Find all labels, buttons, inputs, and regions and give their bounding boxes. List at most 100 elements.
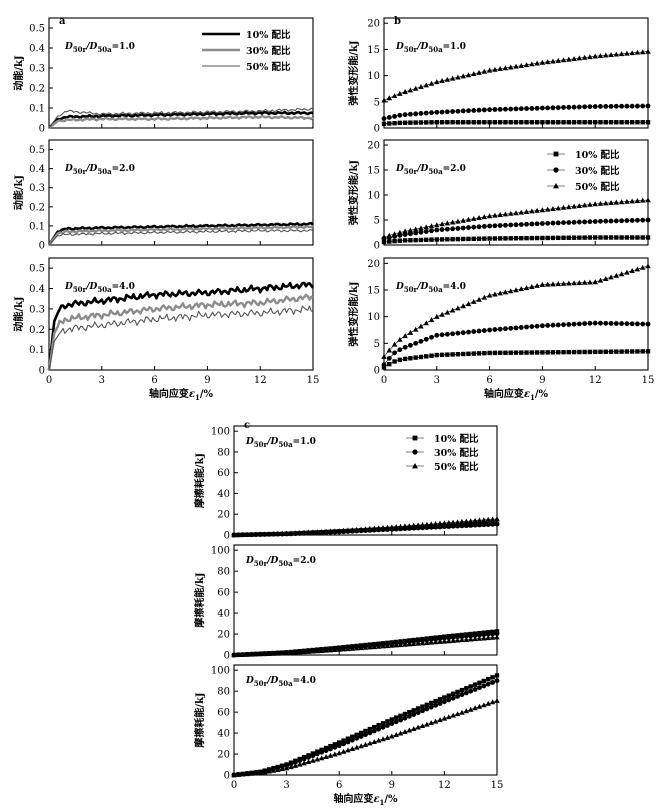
marker-triangle [544, 281, 551, 287]
ratio-part: =4.0 [112, 282, 135, 292]
marker-square [471, 120, 476, 125]
marker-circle [460, 330, 466, 336]
ratio-annotation: D50r/D50a=4.0 [395, 282, 466, 294]
marker-circle [508, 222, 514, 228]
marker-circle [481, 522, 487, 528]
marker-circle [566, 220, 572, 225]
marker-triangle [240, 651, 246, 657]
marker-triangle [406, 523, 413, 529]
marker-triangle [634, 49, 641, 55]
panel-letter-a: a [59, 16, 66, 27]
marker-triangle [486, 213, 493, 219]
x-tick-label: 9 [539, 375, 545, 386]
marker-circle [354, 735, 360, 741]
ratio-annotation: D50r/D50a=4.0 [245, 676, 316, 688]
x-tick-label: 15 [491, 780, 504, 791]
marker-circle [466, 108, 471, 114]
marker-triangle [318, 755, 325, 761]
marker-triangle [235, 532, 242, 538]
marker-circle [555, 105, 561, 111]
marker-circle [485, 681, 491, 687]
y-tick-label: 0.3 [29, 304, 45, 315]
marker-circle [450, 635, 456, 640]
marker-square [413, 120, 418, 125]
ratio-annotation: D50r/D50a=1.0 [64, 42, 135, 54]
marker-circle [468, 633, 474, 639]
ratio-subscript: 50a [278, 679, 293, 688]
y-tick-label: 5 [374, 97, 380, 108]
marker-circle [608, 218, 614, 224]
marker-triangle [476, 635, 483, 641]
marker-square [545, 350, 550, 355]
x-tick-label: 6 [486, 375, 492, 386]
marker-circle [323, 748, 329, 754]
marker-circle [608, 320, 614, 326]
series-line-b-3-3 [383, 265, 649, 357]
marker-triangle [349, 645, 356, 651]
marker-triangle [305, 759, 312, 765]
y-tick-label: 15 [367, 166, 380, 177]
marker-triangle [371, 644, 378, 650]
marker-triangle [587, 279, 593, 285]
marker-triangle [437, 638, 443, 644]
marker-triangle [402, 333, 408, 339]
marker-triangle [639, 197, 646, 203]
legend-label: 50% 配比 [246, 61, 291, 73]
marker-triangle [481, 68, 488, 74]
marker-triangle [419, 522, 426, 527]
y-tick-label: 0.2 [29, 84, 45, 95]
ratio-part: / [266, 437, 272, 447]
marker-circle [463, 690, 469, 696]
marker-square [424, 702, 430, 708]
marker-square [429, 237, 434, 242]
marker-circle [603, 320, 609, 326]
marker-circle [477, 685, 482, 691]
ratio-part: =1.0 [443, 42, 466, 52]
marker-triangle [592, 201, 598, 207]
marker-circle [494, 631, 500, 636]
marker-square [424, 120, 429, 125]
marker-circle [534, 221, 540, 227]
marker-square [577, 120, 582, 125]
marker-square [619, 235, 624, 240]
marker-circle [460, 225, 466, 231]
y-tick-label: 20 [367, 259, 380, 270]
marker-square [439, 120, 445, 125]
y-tick-label: 80 [217, 447, 230, 458]
marker-triangle [257, 531, 264, 537]
marker-circle [310, 753, 316, 759]
marker-circle [455, 225, 461, 231]
marker-circle [450, 523, 456, 529]
series-line-a-1-2 [48, 114, 314, 129]
marker-triangle [288, 530, 294, 536]
ratio-part: D [89, 164, 98, 174]
ratio-subscript: 50a [97, 45, 112, 54]
marker-circle [288, 761, 294, 767]
marker-square [556, 350, 561, 355]
marker-square [513, 120, 519, 125]
marker-triangle [297, 649, 303, 655]
marker-triangle [534, 207, 540, 213]
marker-triangle [397, 730, 404, 736]
marker-triangle [467, 636, 474, 642]
y-tick-label: 40 [217, 489, 230, 500]
marker-triangle [424, 640, 430, 645]
marker-square [608, 120, 614, 125]
marker-triangle [618, 51, 625, 57]
marker-triangle [463, 636, 470, 642]
marker-square [561, 120, 566, 125]
y-tick-label: 10 [367, 71, 380, 82]
marker-triangle [502, 289, 509, 295]
marker-circle [481, 683, 487, 689]
marker-triangle [279, 650, 285, 656]
marker-square [503, 236, 508, 241]
ratio-part: =2.0 [443, 164, 466, 174]
marker-triangle [571, 56, 577, 61]
marker-triangle [513, 63, 519, 69]
marker-square [434, 352, 439, 358]
marker-triangle [507, 210, 514, 216]
marker-circle [576, 219, 582, 225]
marker-circle [490, 680, 496, 685]
marker-circle [349, 737, 355, 743]
